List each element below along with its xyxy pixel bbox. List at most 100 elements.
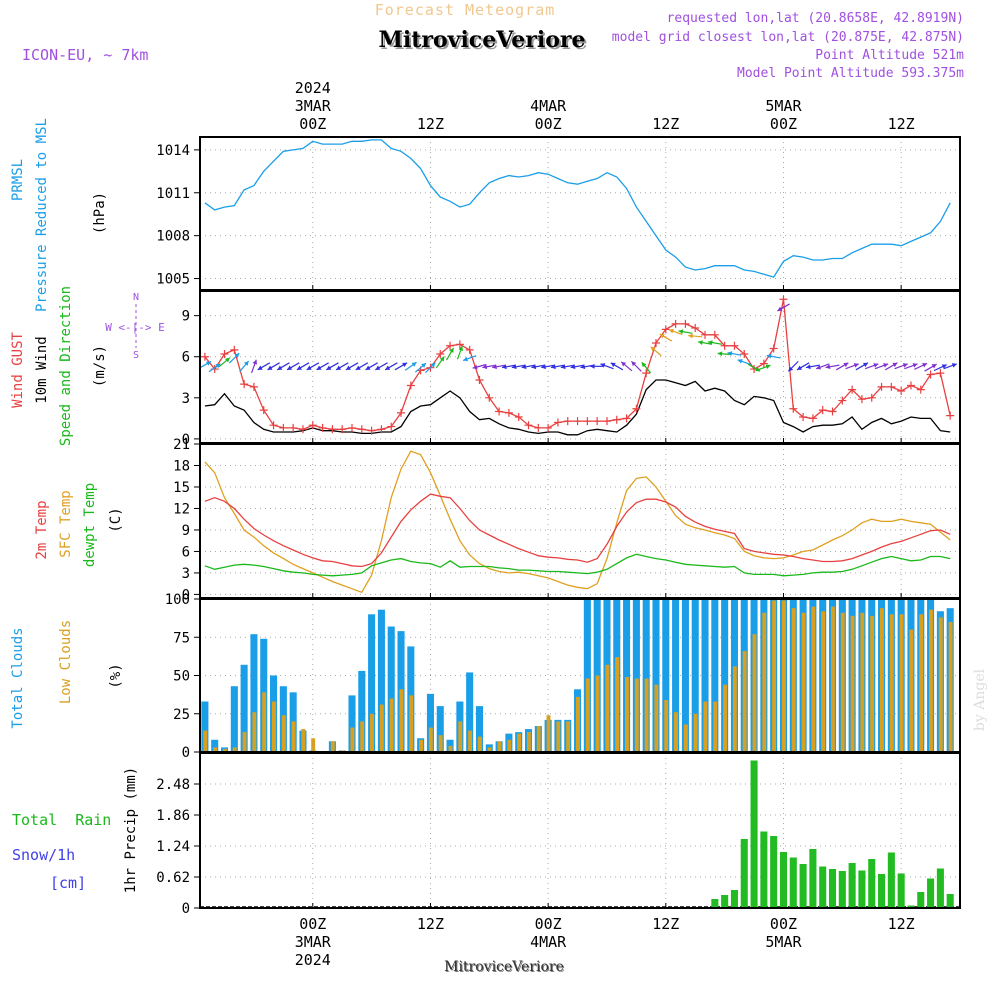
wind-arrow-head [463, 356, 469, 362]
precip-bar [721, 895, 729, 908]
station-title: MitroviceVeriore [379, 27, 586, 53]
precip-bar [927, 878, 935, 908]
low-cloud-bar [556, 721, 561, 752]
wind-arrow-head [688, 333, 693, 339]
low-cloud-bar [203, 730, 208, 752]
bottom-time-label: 12Z [888, 915, 915, 933]
sfc-temp-line [204, 450, 951, 594]
bottom-time-label: 5MAR [765, 933, 802, 951]
low-cloud-bar [428, 727, 433, 752]
wind-arrow-head [502, 364, 507, 370]
gust-marker [710, 330, 719, 339]
low-cloud-bar [370, 713, 374, 752]
gust-marker [259, 406, 268, 415]
total-cloud-bar [230, 686, 238, 752]
gust-marker [367, 426, 376, 435]
wind-arrow-head [873, 363, 879, 368]
y-tick-label: 3 [182, 391, 190, 407]
gust-marker [279, 423, 288, 432]
gust-marker [897, 386, 906, 395]
bottom-time-label: 12Z [652, 915, 679, 933]
top-time-label: 00Z [770, 115, 797, 133]
precip-bar [828, 869, 837, 908]
gust-marker [652, 339, 660, 348]
wind-arrow-head [336, 365, 342, 370]
gust-marker [240, 380, 249, 389]
total-cloud-bar [711, 599, 719, 752]
low-cloud-bar [919, 614, 924, 752]
wind-arrow-head [458, 346, 464, 351]
gust-marker [544, 423, 553, 432]
footer-station-shadow: MitroviceVeriore [445, 960, 565, 976]
gust-marker [230, 345, 239, 354]
y-tick-label: 0 [182, 587, 190, 603]
low-cloud-bar [389, 698, 394, 752]
total-cloud-bar [701, 599, 709, 752]
total-cloud-bar [387, 626, 395, 752]
wind-arrow-head [707, 340, 713, 345]
wind-arrow-head [267, 365, 273, 370]
total-cloud-bar [652, 599, 660, 752]
total-cloud-bar [377, 609, 385, 752]
total-cloud-bar [240, 664, 248, 752]
precip-bar [848, 863, 856, 908]
dewpt-label: dewpt Temp [82, 483, 98, 567]
low-cloud-bar [664, 699, 669, 752]
gust-marker [769, 344, 778, 353]
wind-arrow-head [234, 353, 240, 358]
wind-arrow-head [345, 365, 351, 370]
top-time-label: 00Z [299, 115, 326, 133]
point-altitude: Point Altitude 521m [815, 48, 964, 63]
panel-4: 0 25 50 75 100 [165, 592, 961, 761]
low-cloud-bar [889, 614, 894, 752]
low-cloud-bar [703, 701, 708, 752]
low-cloud-bar [762, 612, 767, 752]
low-cloud-bar [546, 715, 551, 752]
wind-arrow-head [421, 363, 427, 368]
faded-title: Forecast Meteogram [375, 1, 556, 19]
precip-bar [779, 852, 788, 908]
top-time-label: 12Z [888, 115, 915, 133]
low-cloud-bar [742, 651, 747, 752]
total-cloud-bar [632, 599, 640, 752]
precip-bar [799, 864, 807, 908]
wind-arrow-head [621, 361, 627, 367]
total-cloud-bar [436, 706, 444, 752]
wind-arrow-head [825, 364, 831, 370]
gust-marker [838, 396, 847, 405]
wind-arrow-head [402, 362, 408, 368]
snow-unit: [cm] [50, 874, 86, 892]
low-cloud-bar [379, 704, 384, 752]
total-cloud-bar [358, 670, 366, 752]
total-cloud-bar [368, 614, 376, 752]
top-time-label: 3MAR [295, 97, 332, 115]
y-tick-label: 9 [182, 309, 190, 325]
wind-arrow-head [306, 365, 312, 370]
wind-arrow-head [788, 366, 794, 372]
wind-arrow-head [430, 362, 436, 368]
low-cloud-bar [860, 612, 865, 752]
footer-station: MitroviceVeriore [444, 959, 564, 975]
wind-arrow-head [843, 362, 849, 368]
compass-ew: W <-|-> E [105, 321, 165, 334]
total-cloud-bar [681, 599, 689, 752]
gust-marker [573, 417, 582, 426]
y-tick-label: 6 [182, 350, 190, 366]
gust-marker [298, 425, 307, 434]
gust-marker [593, 417, 602, 426]
total-cloud-bar [201, 701, 209, 752]
low-cloud-bar [615, 657, 620, 752]
wind-arrow-head [922, 363, 928, 368]
gust-label: Wind GUST [10, 332, 26, 408]
low-cloud-bar [507, 739, 512, 752]
low-cloud-bar [674, 712, 678, 752]
precip-unit: 1hr Precip (mm) [123, 767, 139, 893]
gust-marker [602, 417, 611, 426]
precip-bar [750, 760, 758, 908]
gust-marker [357, 425, 366, 434]
low-cloud-bar [291, 721, 296, 752]
low-cloud-bar [929, 609, 933, 752]
gust-marker [269, 421, 278, 430]
ms-unit: (m/s) [92, 345, 108, 387]
